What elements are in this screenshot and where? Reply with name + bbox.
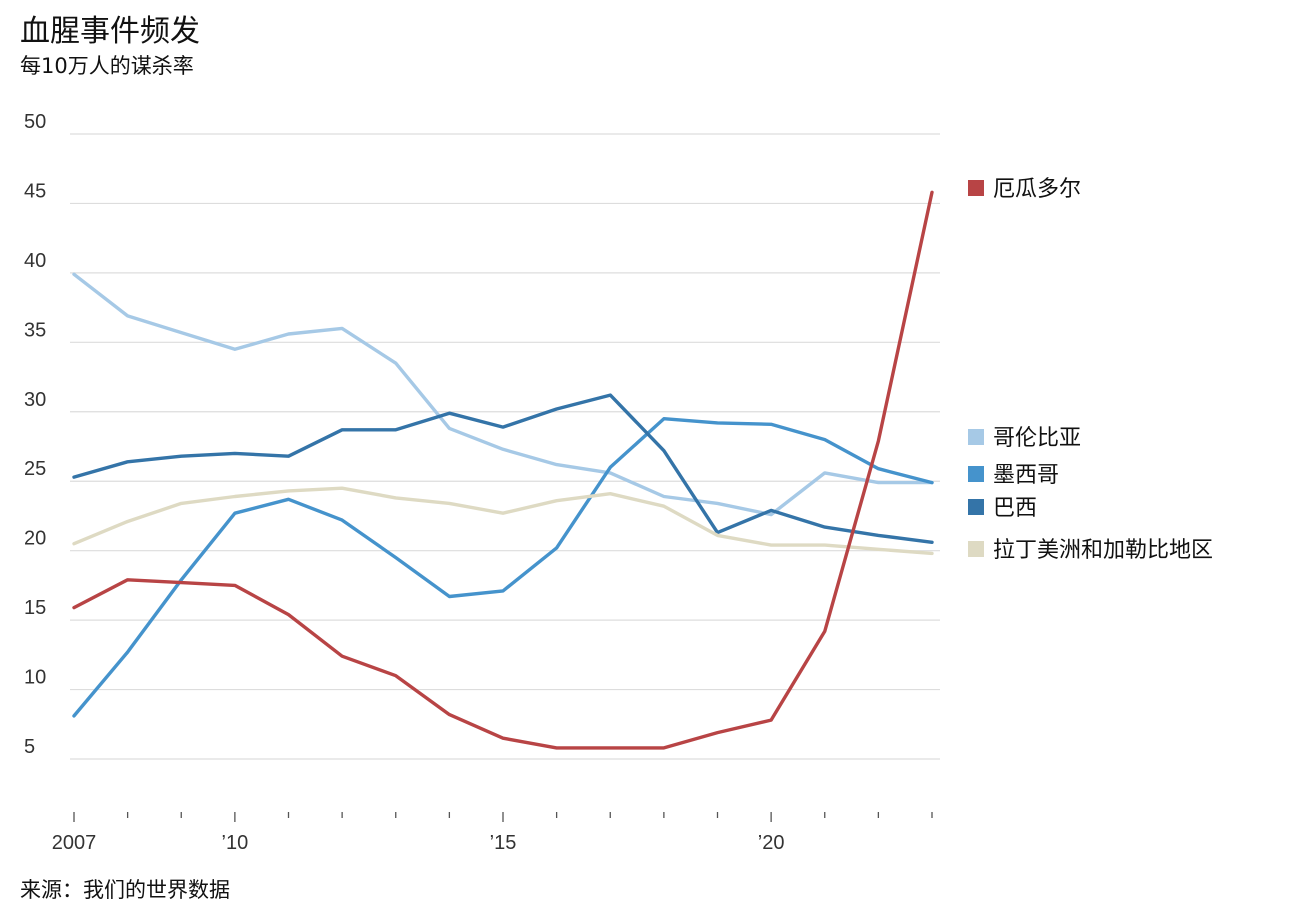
source-note: 来源：我们的世界数据: [20, 878, 230, 902]
legend-swatch: [968, 466, 984, 482]
y-tick-label: 40: [24, 250, 46, 272]
y-tick-label: 45: [24, 180, 46, 202]
series-line-巴西: [72, 393, 934, 544]
y-tick-label: 25: [24, 458, 46, 480]
x-tick-label: ’15: [490, 832, 517, 854]
y-tick-label: 20: [24, 528, 46, 550]
chart-subtitle: 每10万人的谋杀率: [20, 54, 194, 78]
y-tick-label: 35: [24, 319, 46, 341]
legend-swatch: [968, 429, 984, 445]
legend-label: 拉丁美洲和加勒比地区: [993, 538, 1213, 563]
y-tick-label: 15: [24, 597, 46, 619]
x-axis: 2007 ’10 ’15 ’20: [52, 812, 933, 854]
legend-swatch: [968, 499, 984, 515]
legend-label: 巴西: [993, 496, 1037, 521]
legend-swatch: [968, 180, 984, 196]
series-line-厄瓜多尔: [72, 190, 934, 750]
x-tick-label: 2007: [52, 832, 97, 854]
y-axis-labels: 5 10 15 20 25 30 35 40 45 50: [24, 111, 46, 758]
x-tick-label: ’10: [222, 832, 249, 854]
series-line-拉丁美洲和加勒比地区: [72, 486, 934, 556]
legend-label: 墨西哥: [993, 463, 1059, 488]
legend-label: 哥伦比亚: [993, 426, 1081, 451]
y-tick-label: 5: [24, 736, 35, 758]
y-tick-label: 50: [24, 111, 46, 133]
chart-title: 血腥事件频发: [20, 14, 200, 49]
legend-label: 厄瓜多尔: [993, 177, 1081, 202]
y-tick-label: 30: [24, 389, 46, 411]
series-lines: [72, 190, 934, 750]
x-tick-label: ’20: [758, 832, 785, 854]
series-line-墨西哥: [72, 417, 934, 718]
gridlines: [70, 133, 940, 760]
series-line-哥伦比亚: [72, 272, 934, 517]
y-tick-label: 10: [24, 667, 46, 689]
legend-swatch: [968, 541, 984, 557]
